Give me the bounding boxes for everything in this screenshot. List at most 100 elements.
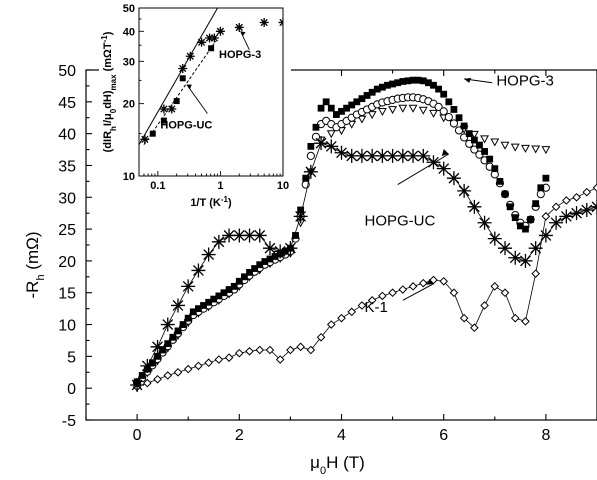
data-point: [302, 174, 310, 182]
data-point: [398, 104, 408, 113]
data-point: [384, 81, 391, 89]
data-point: [191, 263, 206, 278]
series-line: [136, 187, 597, 388]
data-point: [521, 317, 530, 326]
data-point: [416, 148, 431, 163]
data-point: [326, 130, 336, 139]
data-point: [173, 367, 183, 377]
main-series-group: [130, 76, 597, 392]
data-point: [460, 122, 468, 130]
data-point: [500, 288, 510, 298]
data-point: [160, 317, 175, 332]
data-point: [476, 141, 483, 149]
data-point: [367, 111, 377, 120]
data-point: [189, 308, 197, 316]
data-point: [292, 232, 299, 239]
data-point: [378, 83, 386, 91]
data-point: [498, 241, 513, 256]
data-point: [562, 196, 571, 205]
data-point: [230, 282, 238, 290]
data-point: [232, 228, 247, 243]
data-point: [590, 199, 597, 214]
data-point: [536, 189, 545, 199]
data-point: [286, 345, 295, 355]
data-point: [389, 80, 396, 88]
inset-annotation-arrowhead: [240, 31, 246, 37]
inset-data-point: [215, 26, 225, 36]
data-point: [532, 200, 540, 208]
data-point: [169, 333, 177, 341]
data-point: [457, 183, 472, 198]
annotation-label: HOPG-3: [496, 72, 554, 89]
inset-annotation-arrow: [186, 84, 208, 114]
data-point: [522, 225, 529, 233]
data-point: [436, 161, 451, 176]
data-point: [222, 228, 237, 243]
data-point: [343, 104, 351, 112]
data-point: [531, 269, 540, 278]
data-point: [399, 78, 407, 85]
dashed-fit-line: [143, 40, 217, 145]
inset-data-point: [140, 134, 150, 144]
data-point: [414, 76, 422, 84]
x-tick-label: 0: [133, 427, 142, 444]
data-point: [275, 355, 285, 364]
data-point: [490, 282, 500, 291]
data-point: [271, 253, 279, 260]
data-point: [551, 202, 561, 212]
data-point: [255, 345, 265, 355]
data-point: [303, 164, 318, 179]
data-point: [408, 104, 418, 113]
inset-y-axis-title: (dIRhI/μ0dH)max (mΩT-1): [100, 31, 118, 152]
data-point: [398, 285, 408, 294]
data-point: [385, 148, 400, 163]
data-point: [409, 76, 417, 84]
data-point: [501, 190, 509, 198]
data-point: [214, 355, 224, 364]
data-point: [347, 307, 357, 317]
data-point: [481, 148, 488, 155]
data-point: [388, 106, 398, 115]
x-axis-title: μ0H (T): [310, 453, 365, 477]
data-point: [510, 143, 520, 152]
data-point: [368, 88, 376, 96]
data-point: [140, 358, 155, 373]
main-axes: 0 2 4 6 8 -5 0 5 10 15 20 25 30 35 40 45 50 μ0H (T) -Rh (m…: [23, 63, 597, 477]
data-point: [312, 123, 320, 131]
data-point: [467, 199, 482, 214]
y-tick-label: -5: [62, 413, 76, 430]
data-point: [511, 214, 519, 222]
data-point: [265, 345, 275, 355]
data-point: [470, 323, 479, 333]
data-point: [419, 77, 427, 85]
y-tick-label: 5: [67, 349, 76, 366]
data-point: [246, 268, 253, 276]
data-point: [538, 228, 553, 243]
data-point: [322, 98, 330, 106]
y-tick-label: 10: [58, 318, 76, 335]
data-point: [549, 215, 564, 230]
annotation-label: HOPG-UC: [364, 212, 435, 229]
inset-y-tick-label: 30: [123, 56, 135, 68]
data-point: [404, 77, 412, 85]
data-point: [234, 348, 244, 358]
inset-series-solid: [139, 8, 218, 145]
data-point: [572, 192, 581, 202]
data-point: [357, 301, 367, 310]
data-point: [183, 364, 193, 374]
data-point: [283, 241, 298, 256]
inset-background: [99, 0, 291, 208]
inset-chart: 0.1 1 10 10 20 30 40 50 1/T (K-1) (dIRhI/μ0dH)max…: [99, 0, 291, 209]
inset-x-tick-label: 1: [217, 180, 223, 192]
data-point: [491, 165, 499, 173]
y-tick-label: 15: [58, 286, 76, 303]
data-point: [449, 119, 459, 128]
data-point: [332, 111, 340, 118]
data-point: [324, 139, 339, 154]
data-point: [311, 132, 321, 141]
annotation-arrowhead: [464, 77, 472, 83]
y-tick-label: 35: [58, 158, 76, 175]
data-point: [446, 171, 461, 186]
data-point: [450, 106, 458, 113]
data-point: [377, 107, 387, 116]
